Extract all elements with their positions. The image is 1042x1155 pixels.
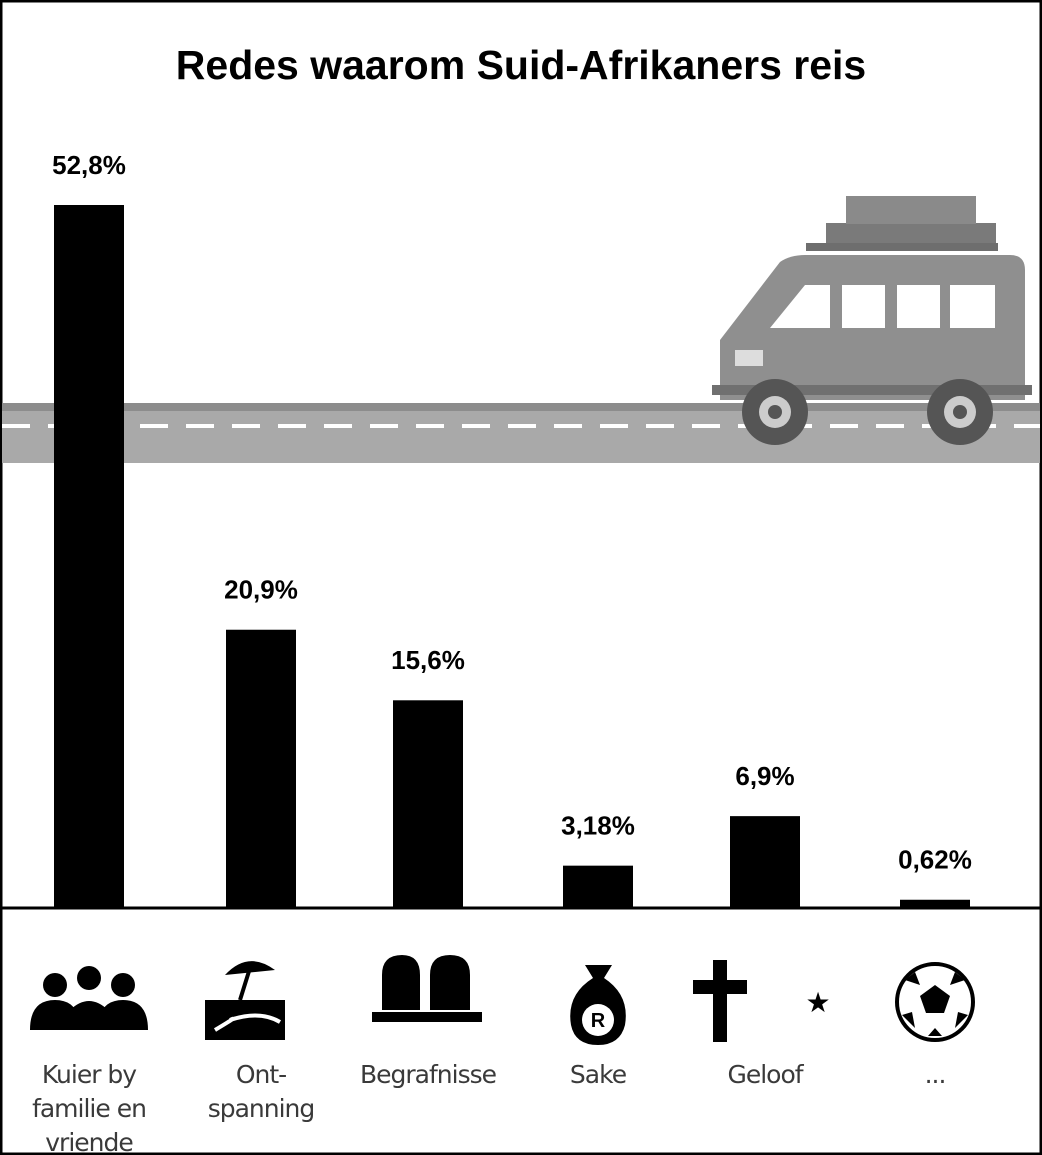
value-label: 6,9% <box>735 761 794 791</box>
category-label: Begrafnisse <box>343 1058 513 1092</box>
svg-text:R: R <box>591 1010 606 1032</box>
value-label: 0,62% <box>898 845 972 875</box>
frame <box>1 1 1041 1154</box>
category-label: Ont- spanning <box>176 1058 346 1126</box>
bar <box>226 630 296 908</box>
value-label: 20,9% <box>224 575 298 605</box>
value-label: 52,8% <box>52 150 126 180</box>
chart-title: Redes waarom Suid-Afrikaners reis <box>176 42 866 88</box>
category-label: ... <box>850 1058 1020 1092</box>
bar <box>393 700 463 908</box>
page: R ★ Redes waarom Suid-Afrikaners reis 52… <box>0 0 1042 1155</box>
value-label: 15,6% <box>391 645 465 675</box>
svg-text:★: ★ <box>805 987 830 1018</box>
value-label: 3,18% <box>561 811 635 841</box>
category-label: Sake <box>513 1058 683 1092</box>
category-label: Kuier by familie en vriende <box>4 1058 174 1155</box>
chart: R ★ Redes waarom Suid-Afrikaners reis 52… <box>0 0 1042 1155</box>
category-label: Geloof <box>680 1058 850 1092</box>
bar <box>54 205 124 908</box>
bar <box>900 900 970 908</box>
bar <box>730 816 800 908</box>
bar <box>563 866 633 908</box>
